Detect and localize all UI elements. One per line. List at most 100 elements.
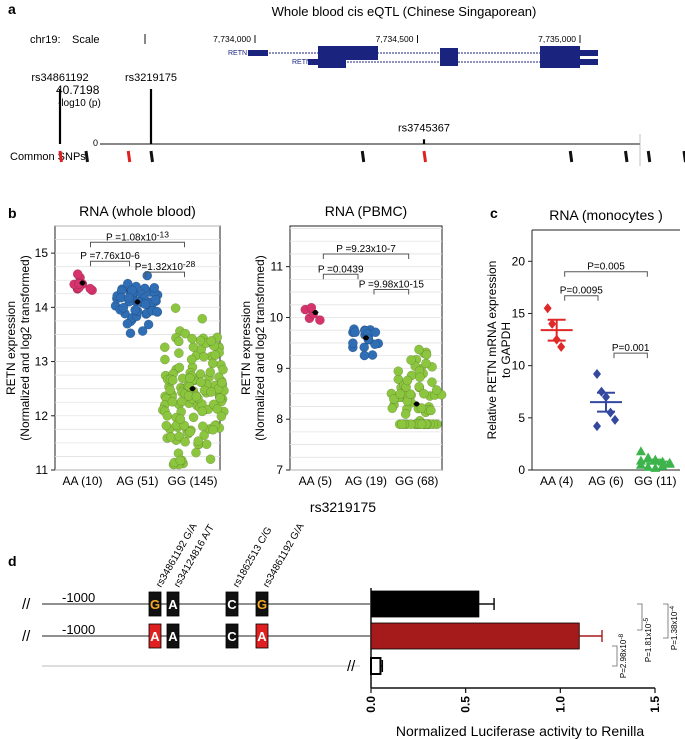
snp-tick [624,150,629,163]
bar [370,657,382,675]
data-point [197,313,208,324]
data-point [405,389,416,399]
data-point [421,349,432,360]
significance-bracket [564,295,599,301]
y-tick-label: 20 [512,254,526,268]
luciferase-p-value: P=1.38x10-4 [669,605,679,650]
significance-bracket [564,271,648,277]
data-point [597,386,606,397]
data-point [557,341,566,352]
data-point [137,326,148,336]
allele-letter: C [227,597,237,612]
luciferase-bracket [612,645,618,667]
allele-letter: A [257,629,267,644]
gene-label-1: RETN [228,50,247,57]
p-value-label: P =9.98x10-15 [359,280,425,291]
allele-box [255,591,269,617]
data-point [397,419,407,430]
significance-bracket [322,253,410,259]
data-point [593,369,601,379]
p-value-label: P =9.23x10-7 [336,244,396,255]
data-point [414,344,424,355]
data-point [216,411,227,422]
data-point [418,388,429,399]
panel-a-title: Whole blood cis eQTL (Chinese Singaporea… [272,4,537,19]
exon [580,50,598,56]
data-point [197,421,208,432]
chart-title: RNA (whole blood) [79,203,196,219]
data-point [125,328,136,339]
y-axis-label: RETN expression [4,301,18,395]
data-point [643,461,654,471]
snp-tick [422,150,427,163]
exon [248,50,268,56]
y-tick-label: 15 [512,306,526,320]
snp-tick [58,150,63,163]
y-tick-label: 0 [518,463,525,477]
data-point [606,407,615,418]
significance-bracket [145,271,185,278]
allele-box [225,591,239,617]
data-point [416,419,427,430]
allele-letter: A [168,597,178,612]
x-axis-label: Normalized Luciferase activity to Renill… [396,723,644,739]
y-top-label: 40.7198 [56,83,100,97]
data-point [315,315,325,325]
exon [580,59,598,65]
panel-c-label: c [490,205,498,221]
x-category-label: AG (6) [588,474,623,488]
break-mark: // [22,628,31,645]
data-point [197,406,208,417]
p-value-label: P =7.76x10-6 [80,251,140,262]
position-label: 7,734,000 [213,34,251,44]
data-point [393,366,404,377]
mean-dot [414,401,420,407]
y-axis-label-2: to GAPDH [499,322,513,378]
data-point [196,377,206,388]
exon [440,48,458,58]
data-point [611,414,619,425]
data-point [152,306,162,317]
data-point [160,354,170,365]
data-point [166,432,176,442]
luciferase-bracket [637,603,643,631]
data-point [186,354,197,365]
data-point [191,391,202,402]
data-point [593,421,601,432]
data-point [175,414,186,425]
data-point [414,381,425,392]
y-axis-label-2: (Normalized and log2 transformed) [253,255,267,440]
data-point [212,404,223,414]
x-category-label: GG (68) [395,474,438,488]
bar [370,590,480,618]
data-point [174,431,185,442]
data-point [205,367,216,377]
data-point [657,460,668,470]
common-snps-label: Common SNPs [10,151,86,163]
data-point [118,302,129,313]
data-point [149,282,160,293]
gene-tracks: RETN RETN [228,46,598,68]
common-snp-ticks [58,150,685,163]
snp-tick [360,150,366,163]
chart-pbmc: RNA (PBMC) 7 8 9 10 11 RETN expression (Normali… [239,203,447,488]
data-point [406,355,416,365]
data-point [173,336,184,347]
x-category-label: AA (4) [540,474,573,488]
position-label: 7,734,500 [376,34,414,44]
data-point [185,426,196,437]
data-point [167,397,178,407]
data-point [193,436,204,446]
data-point [306,302,317,313]
data-point [400,409,411,419]
data-point [130,305,140,315]
scale-label: Scale [72,34,100,46]
snp-label: rs3219175 [125,72,177,84]
data-point [198,351,209,362]
data-point [426,405,436,416]
data-point [402,375,413,386]
data-point [431,385,442,395]
y-tick-label: 11 [36,463,49,477]
panel-a: a Whole blood cis eQTL (Chinese Singapor… [8,1,685,166]
